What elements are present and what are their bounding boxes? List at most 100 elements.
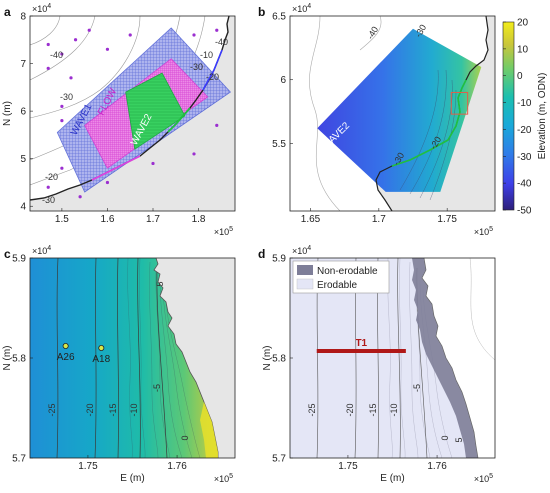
contour-line [30, 16, 61, 46]
y-tick-label: 6.5 [272, 12, 286, 23]
station-point [215, 28, 219, 32]
x-tick-label: 1.76 [427, 461, 447, 472]
panel-b-axes: 1.65 1.7 1.75 5.5 6 6.5 ×104 ×105 [272, 3, 493, 237]
x-tick-label: 1.76 [167, 461, 187, 472]
station-label-a26: A26 [57, 352, 75, 363]
x-tick-label: 1.8 [192, 214, 206, 225]
y-tick-label: 6 [280, 75, 286, 86]
x-tick-label: 1.75 [437, 214, 457, 225]
contour-label: -10 [200, 50, 213, 60]
contour-line [30, 16, 141, 119]
station-point [105, 47, 110, 51]
domain-contours [399, 69, 457, 201]
land-area [30, 16, 235, 211]
station-point [60, 166, 64, 170]
coastline [421, 258, 479, 458]
contour-label: -30 [60, 92, 73, 102]
x-axis-multiplier: ×105 [474, 226, 493, 237]
contour-label: -10 [389, 403, 399, 416]
panel-a-frame [29, 15, 236, 212]
station-point [69, 76, 73, 80]
y-tick-label: 4 [20, 202, 26, 213]
land-area [154, 258, 235, 458]
x-tick-label: 1.7 [372, 214, 386, 225]
panel-c: c A26 A18 -25 -20 -15- [2, 245, 236, 484]
contour-label: -5 [152, 384, 162, 392]
y-axis-multiplier: ×104 [292, 3, 311, 14]
land-area [422, 258, 495, 458]
station-point [128, 33, 132, 37]
panel-d-axes: 1.75 1.76 5.7 5.8 5.9 N (m) E (m) ×104 ×105 [262, 245, 493, 484]
panel-letter-a: a [4, 5, 11, 19]
colorbar-tick-label: -40 [517, 179, 532, 190]
y-tick-label: 7 [20, 59, 26, 70]
y-tick-label: 5.7 [272, 454, 286, 465]
station-point [46, 42, 50, 47]
contour-label: 0 [180, 435, 190, 440]
panel-a-axes: 1.5 1.6 1.7 1.8 4 5 6 7 8 N (m) ×104 ×105 [2, 3, 233, 237]
colorbar-gradient [502, 21, 515, 211]
contour-label: -15 [108, 403, 118, 416]
y-axis-multiplier: ×104 [32, 245, 51, 256]
x-axis-multiplier: ×105 [214, 226, 233, 237]
contour-label: -25 [47, 403, 57, 416]
station-label-a18: A18 [92, 354, 110, 365]
colorbar-tick-label: -20 [517, 125, 532, 136]
station-point [78, 195, 82, 199]
station-point [192, 152, 196, 156]
panel-a: a WAVE1 FLOW WAVE2 -40-3 [2, 3, 236, 237]
colorbar-tick-label: 20 [517, 18, 529, 29]
station-point [87, 28, 91, 32]
station-point [151, 161, 155, 166]
y-tick-label: 5.8 [12, 354, 26, 365]
station-point [73, 38, 78, 42]
elevation-colorbar: 20 10 0 -10 -20 -30 -40 -50 Elevation (m, ODN) [502, 18, 548, 217]
contour-label: -10 [129, 403, 139, 416]
contour-label: -20 [345, 403, 355, 416]
panel-c-axes: 1.75 1.76 5.7 5.8 5.9 N (m) E (m) ×104 ×105 [2, 245, 233, 484]
x-axis-multiplier: ×105 [474, 473, 493, 484]
wave2-grid [125, 72, 186, 150]
y-tick-label: 5.5 [272, 139, 286, 150]
station-marker-a18 [98, 344, 105, 351]
contour-label: -5 [412, 384, 422, 392]
y-axis-multiplier: ×104 [292, 245, 311, 256]
coastline-highlight [91, 155, 141, 181]
contour-labels: -25 -20 -15 -10 -5 0 5 [307, 384, 464, 443]
station-point [192, 33, 196, 37]
station-point [46, 185, 50, 189]
contour-line [30, 16, 96, 81]
contour-line [359, 16, 382, 51]
y-tick-label: 5.9 [272, 254, 286, 265]
colorbar-ticks: 20 10 0 -10 -20 -30 -40 -50 [503, 18, 532, 217]
station-point [60, 119, 64, 123]
station-markers: A26 A18 [57, 342, 111, 365]
contour-label: -30 [42, 195, 55, 205]
y-tick-label: 6 [20, 107, 26, 118]
y-axis-label: N (m) [262, 346, 273, 371]
panel-d: d T1 -25 -20 -15 [258, 245, 496, 484]
zoom-box [450, 91, 469, 115]
x-tick-label: 1.6 [100, 214, 114, 225]
legend: Non-erodable Erodable [292, 260, 390, 294]
transect-t1-label: T1 [355, 338, 367, 349]
coastline-highlight [391, 79, 467, 167]
x-tick-label: 1.75 [338, 461, 358, 472]
panel-letter-d: d [258, 247, 265, 261]
fine-contours [127, 258, 201, 458]
contour-labels: -40-30-20-10-30-40-20-30 [42, 37, 228, 205]
major-contours [56, 258, 168, 458]
y-tick-label: 5.8 [272, 354, 286, 365]
colorbar-tick-label: -10 [517, 98, 532, 109]
panel-b-frame [289, 15, 496, 212]
contour-label: -15 [368, 403, 378, 416]
y-tick-label: 5.7 [12, 454, 26, 465]
contour-label: -30 [190, 62, 203, 72]
non-erodable-area [412, 258, 478, 458]
y-tick-label: 5 [20, 154, 26, 165]
land-contour [469, 258, 495, 361]
shore-shallows [200, 402, 218, 458]
coastline-highlight [202, 49, 223, 91]
legend-swatch-non-erodable [297, 265, 313, 275]
